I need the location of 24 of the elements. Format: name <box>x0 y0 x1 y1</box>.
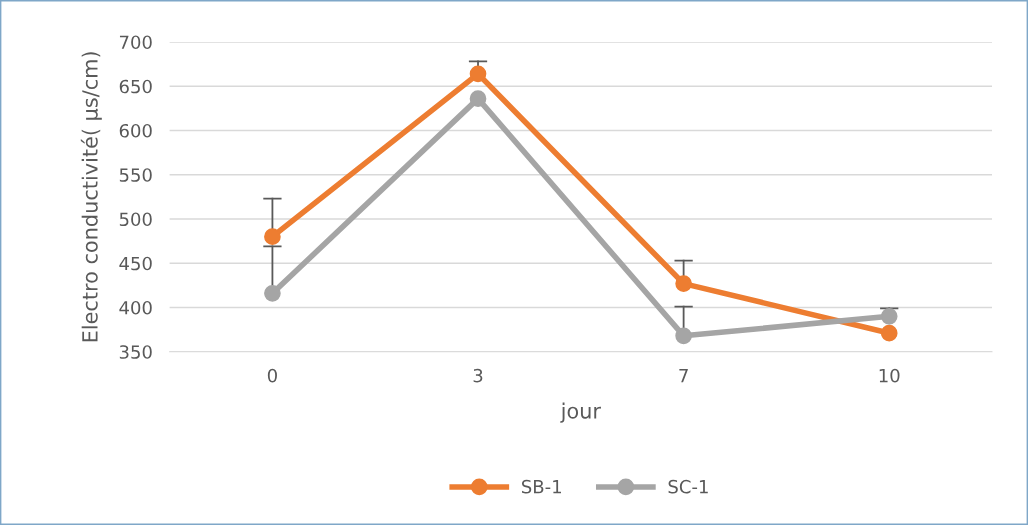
legend-label: SC-1 <box>668 479 708 494</box>
y-tick-label: 650 <box>119 79 152 94</box>
point <box>469 90 487 107</box>
legend-label: SB-1 <box>521 479 561 494</box>
y-tick-label: 500 <box>119 212 152 227</box>
y-tick-label: 600 <box>119 123 152 138</box>
y-tick-label: 400 <box>119 300 152 315</box>
point <box>675 275 692 292</box>
x-axis-title: jour <box>560 402 601 423</box>
point <box>264 285 281 302</box>
x-tick-label: 10 <box>879 368 900 383</box>
point <box>880 324 898 342</box>
y-tick-label: 550 <box>119 168 152 182</box>
point <box>469 65 487 83</box>
point <box>675 327 692 345</box>
x-tick-label: 7 <box>679 368 688 383</box>
point <box>880 308 898 325</box>
x-tick-label: 0 <box>267 368 277 383</box>
y-tick-label: 350 <box>119 345 152 359</box>
y-axis-title: Electro conductivité( µs/cm) <box>80 52 102 342</box>
y-tick-label: 450 <box>119 256 152 271</box>
y-tick-label: 700 <box>119 35 152 50</box>
x-tick-label: 3 <box>473 368 483 383</box>
point <box>264 228 281 246</box>
